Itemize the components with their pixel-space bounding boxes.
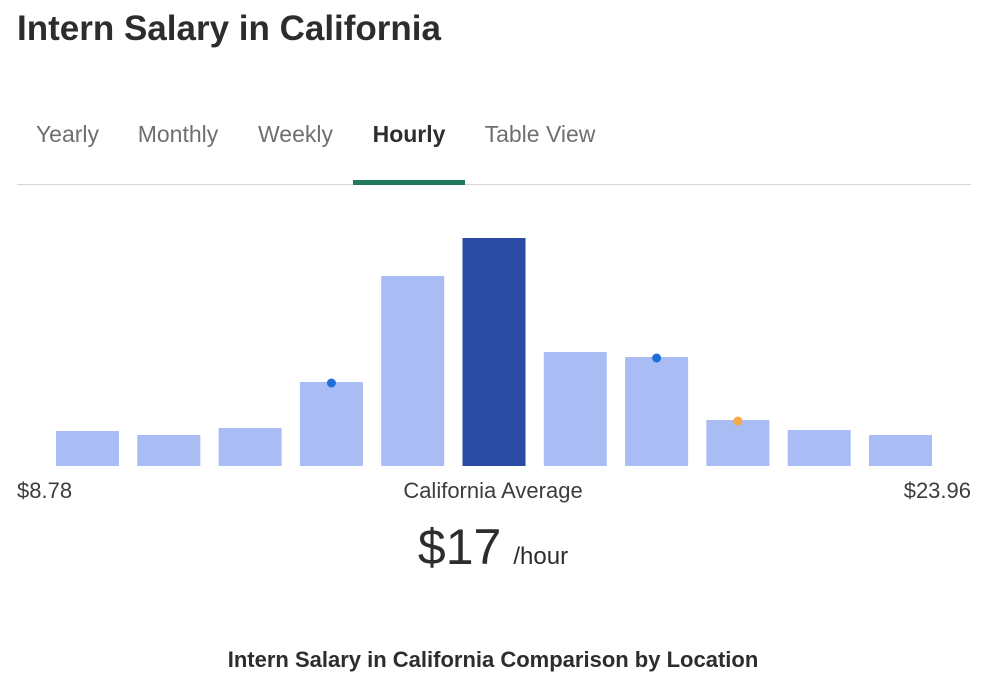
tab-underline (353, 180, 465, 185)
tab-label: Weekly (258, 121, 333, 147)
chart-bar (299, 382, 363, 466)
chart-bar (137, 435, 201, 466)
chart-bar (625, 357, 689, 466)
chart-bar (543, 352, 607, 466)
page-title: Intern Salary in California (17, 9, 441, 48)
tab-label: Hourly (372, 121, 446, 147)
range-min-label: $8.78 (17, 478, 73, 503)
chart-bar-average (462, 238, 526, 466)
range-max-label: $23.96 (903, 478, 971, 503)
chart-marker-dot (733, 416, 743, 426)
chart-bar (869, 435, 932, 466)
average-unit: /hour (513, 543, 569, 570)
tab-label: Yearly (35, 121, 100, 147)
chart-bar (706, 420, 770, 466)
comparison-heading: Intern Salary in California Comparison b… (227, 647, 759, 672)
tab-weekly[interactable]: Weekly (238, 104, 353, 184)
chart-marker-dot (652, 353, 662, 363)
salary-histogram (56, 238, 932, 466)
tab-yearly[interactable]: Yearly (17, 104, 118, 184)
chart-marker-dot (326, 378, 336, 388)
tab-monthly[interactable]: Monthly (118, 104, 238, 184)
average-amount: $17 (417, 519, 502, 575)
chart-bar (218, 428, 282, 466)
chart-bar (381, 276, 445, 466)
tab-label: Monthly (137, 121, 219, 147)
salary-distribution-chart (17, 200, 971, 470)
average-label: California Average (403, 478, 583, 503)
tab-table-view[interactable]: Table View (465, 104, 615, 184)
tab-hourly[interactable]: Hourly (353, 104, 465, 185)
average-salary: $17/hour (0, 518, 986, 576)
chart-bar (787, 430, 851, 466)
chart-bar (56, 431, 119, 466)
pay-period-tabs: Yearly Monthly Weekly Hourly Table View (17, 104, 971, 185)
tab-label: Table View (484, 121, 596, 147)
